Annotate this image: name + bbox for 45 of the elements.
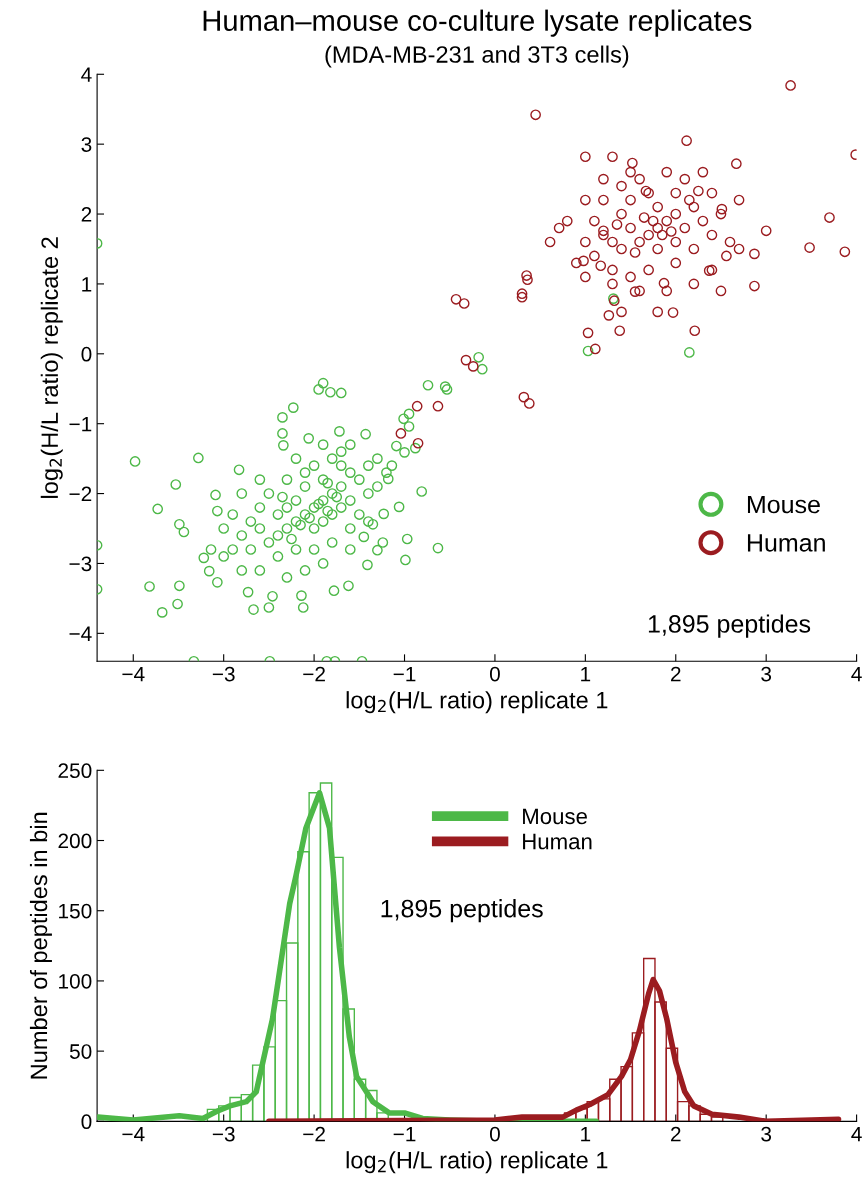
y-tick-label: −2	[69, 486, 92, 502]
x-tick-label: 2	[671, 1126, 681, 1142]
y-tick-label: 100	[59, 973, 92, 989]
annotation: 1,895 peptides	[648, 614, 811, 638]
chart-subtitle: (MDA-MB-231 and 3T3 cells)	[325, 45, 629, 68]
y-axis-title: Number of peptides in bin	[29, 812, 52, 1079]
x-tick-label: 0	[489, 1126, 500, 1142]
x-tick-label: −3	[212, 666, 235, 682]
x-tick-label: 3	[761, 666, 772, 682]
x-tick-label: −3	[212, 1126, 235, 1142]
y-tick-label: −1	[69, 416, 92, 432]
y-tick-label: 250	[58, 763, 92, 779]
y-tick-label: 150	[59, 903, 92, 919]
annotation: 1,895 peptides	[381, 899, 543, 923]
y-tick-label: 2	[81, 207, 92, 222]
y-tick-label: 4	[81, 67, 92, 82]
x-tick-label: 1	[581, 666, 591, 682]
y-tick-label: 1	[82, 277, 92, 292]
x-tick-label: −4	[122, 1126, 145, 1142]
legend-label: Mouse	[747, 495, 820, 514]
y-axis-title: log$_{2}$(H/L ratio) replicate 2	[40, 237, 63, 498]
y-tick-label: 0	[81, 346, 92, 362]
x-tick-label: 2	[671, 666, 681, 682]
x-tick-label: −1	[393, 1126, 416, 1142]
y-tick-label: 50	[69, 1044, 92, 1059]
x-axis-title: log$_{2}$(H/L ratio) replicate 1	[346, 691, 608, 714]
x-tick-label: 0	[489, 666, 500, 682]
y-tick-label: 0	[81, 1114, 92, 1130]
x-tick-label: 1	[581, 1126, 591, 1142]
y-tick-label: −3	[69, 556, 92, 572]
legend-label: Mouse	[523, 808, 587, 825]
x-tick-label: −2	[303, 666, 325, 682]
x-axis-title: log$_{2}$(H/L ratio) replicate 1	[346, 1151, 608, 1174]
x-tick-label: −1	[393, 666, 416, 682]
x-tick-label: 4	[851, 666, 862, 682]
y-tick-label: −4	[69, 626, 92, 641]
legend-label: Human	[523, 833, 592, 850]
x-tick-label: 3	[761, 1126, 772, 1142]
x-tick-label: −2	[303, 1126, 325, 1142]
y-tick-label: 3	[81, 137, 92, 152]
chart-title: Human–mouse co-culture lysate replicates	[203, 9, 752, 37]
x-tick-label: 4	[851, 1126, 862, 1142]
y-tick-label: 200	[58, 833, 92, 849]
legend-label: Human	[747, 534, 825, 552]
x-tick-label: −4	[122, 666, 145, 682]
